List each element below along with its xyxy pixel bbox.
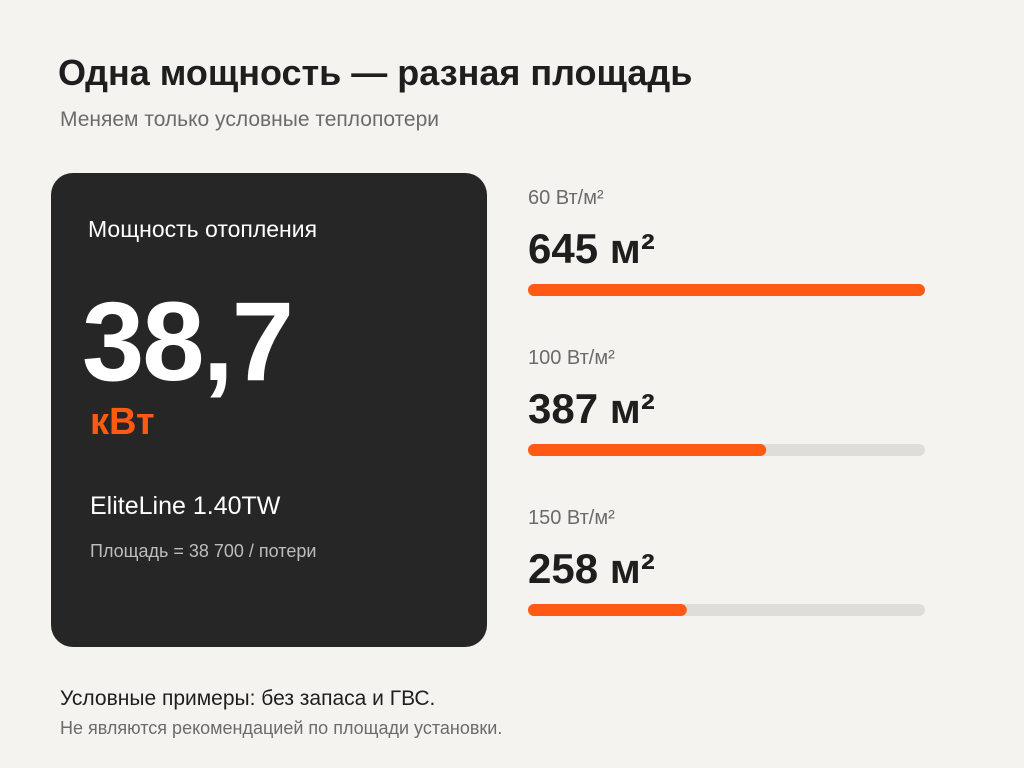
category-label: 100 Вт/м²	[528, 347, 615, 369]
bar	[528, 284, 925, 296]
category-label: 60 Вт/м²	[528, 187, 604, 209]
value-label: 645 м²	[528, 225, 655, 272]
category-label: 150 Вт/м²	[528, 507, 615, 529]
card-label: Мощность отопления	[88, 216, 317, 242]
power-value: 38,7	[82, 279, 292, 404]
model-name: EliteLine 1.40TW	[90, 492, 281, 520]
title: Одна мощность — разная площадь	[58, 52, 692, 93]
subtitle: Меняем только условные теплопотери	[60, 108, 439, 131]
value-label: 258 м²	[528, 545, 655, 592]
bar	[528, 444, 767, 456]
power-unit: кВт	[90, 401, 155, 443]
footer-disclaimer: Не являются рекомендацией по площади уст…	[60, 718, 502, 738]
power-card	[51, 173, 487, 647]
value-label: 387 м²	[528, 385, 655, 432]
bar	[528, 604, 687, 616]
footer-note: Условные примеры: без запаса и ГВС.	[60, 687, 435, 710]
formula: Площадь = 38 700 / потери	[90, 541, 316, 561]
bar-chart: 60 Вт/м² 645 м² 100 Вт/м² 387 м² 150 Вт/м² 25…	[528, 187, 925, 616]
